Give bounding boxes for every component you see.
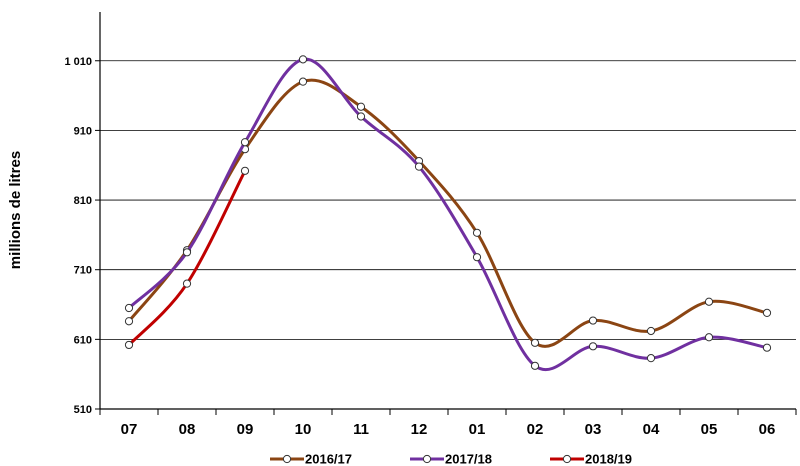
x-tick-label: 06 [759,421,776,438]
data-point [646,326,656,336]
x-tick-label: 03 [585,421,602,438]
x-tick-label: 09 [237,421,254,438]
y-tick-labels: 510 610 710 810 910 1 010 [64,56,100,416]
y-tick-label: 1 010 [64,56,92,68]
data-point [298,55,308,64]
y-axis-label: millions de litres [7,151,24,269]
legend-item: 2016/17 [270,452,352,466]
y-tick-label: 710 [74,265,92,277]
data-point [472,228,482,237]
data-point [762,308,772,317]
x-tick-label: 01 [469,421,486,438]
data-point [124,340,134,350]
data-point [414,162,424,171]
data-point [472,253,482,262]
x-tick-label: 08 [179,421,196,438]
data-point [646,354,656,363]
data-point [704,333,714,342]
legend-item: 2017/18 [410,452,492,466]
x-tick-labels: 07 08 09 10 11 12 01 02 03 04 05 06 [99,409,797,438]
y-tick-label: 810 [74,195,92,207]
data-point [588,316,598,325]
data-point [762,343,772,352]
legend-item: 2018/19 [550,452,632,466]
data-point [356,112,366,121]
data-point [182,248,192,257]
y-tick-label: 910 [74,125,92,137]
legend-marker [422,454,432,464]
legend-marker [562,454,572,464]
data-point [530,338,540,347]
data-point [240,166,250,175]
legend-marker [282,454,292,464]
legend: 2016/17 2017/18 2018/19 [270,452,632,466]
legend-label: 2016/17 [305,452,352,466]
x-tick-label: 07 [121,421,138,438]
series-2017-18 [124,55,772,372]
x-tick-label: 10 [295,421,312,438]
data-point [298,77,308,86]
y-tick-label: 610 [74,334,92,346]
data-point [124,317,134,326]
y-tick-label: 510 [74,404,92,416]
x-tick-label: 12 [411,421,428,438]
data-point [240,138,250,147]
x-tick-label: 11 [353,421,369,438]
x-tick-label: 02 [527,421,544,438]
data-point [588,342,598,351]
series [124,55,772,372]
data-point [704,297,714,306]
data-point [356,102,366,111]
data-point [124,303,134,313]
series-2018-19 [124,166,250,350]
legend-label: 2018/19 [585,452,632,466]
x-tick-label: 04 [643,421,660,438]
x-tick-label: 05 [701,421,718,438]
data-point [530,361,540,370]
data-point [182,279,192,288]
legend-label: 2017/18 [445,452,492,466]
